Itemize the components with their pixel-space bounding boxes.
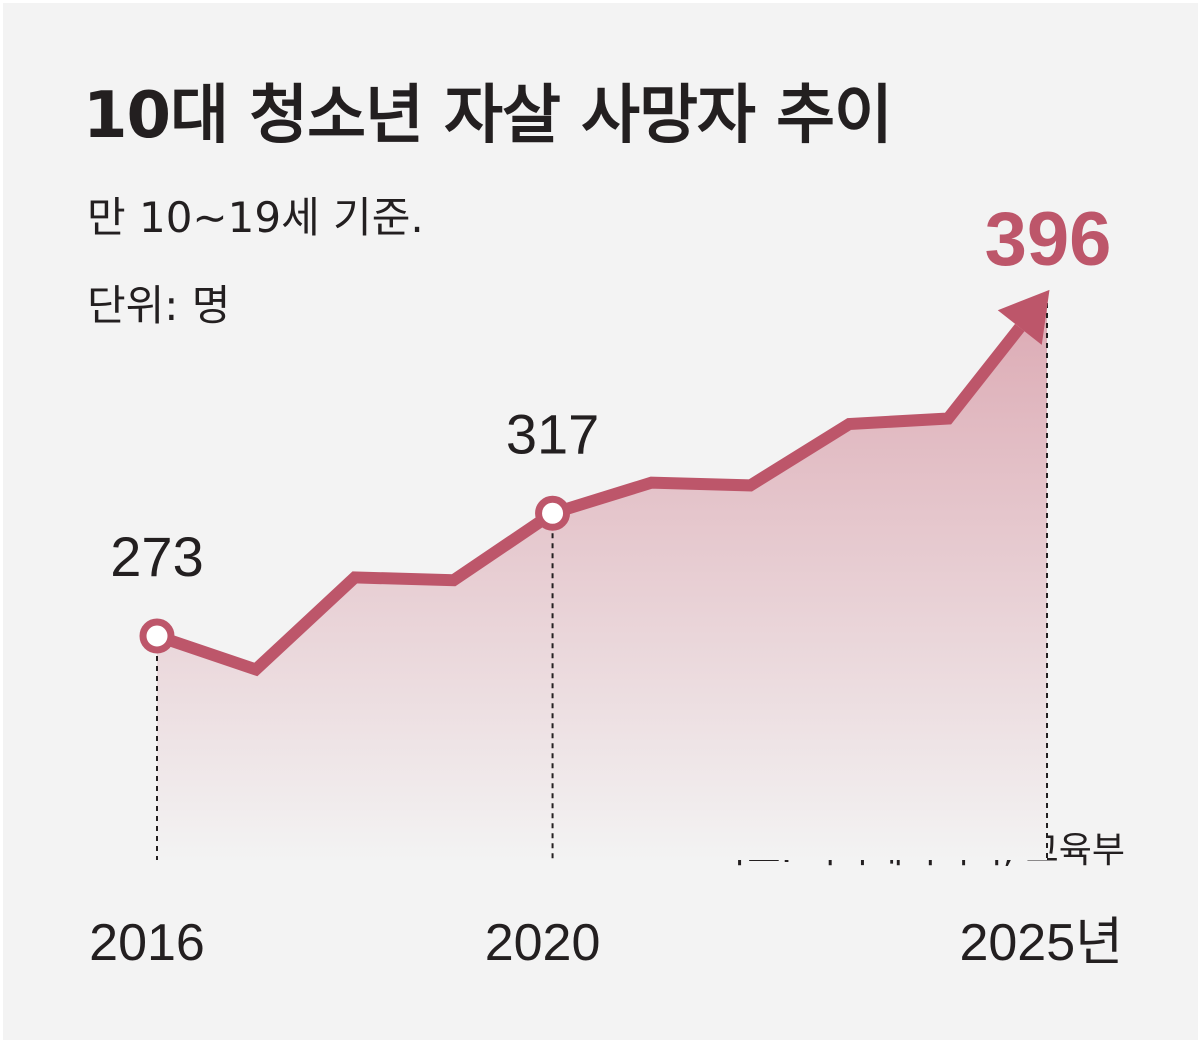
- data-label-2016: 273: [110, 525, 203, 588]
- data-label-2020: 317: [506, 402, 599, 465]
- x-tick-label-2016: 2016: [89, 914, 205, 972]
- chart-subtitle: 만 10∼19세 기준.: [87, 193, 424, 242]
- x-tick-label-2025: 2025년: [959, 914, 1123, 972]
- data-label-2025: 396: [985, 197, 1112, 282]
- arrowhead-icon: [997, 289, 1050, 345]
- area-fill: [157, 293, 1047, 860]
- data-point-2020: [535, 495, 571, 531]
- chart-title: 10대 청소년 자살 사망자 추이: [83, 79, 893, 153]
- x-tick-label-2020: 2020: [485, 914, 601, 972]
- data-point-2016: [139, 618, 175, 654]
- series-line: [155, 323, 1025, 677]
- unit-label: 단위: 명: [87, 281, 231, 330]
